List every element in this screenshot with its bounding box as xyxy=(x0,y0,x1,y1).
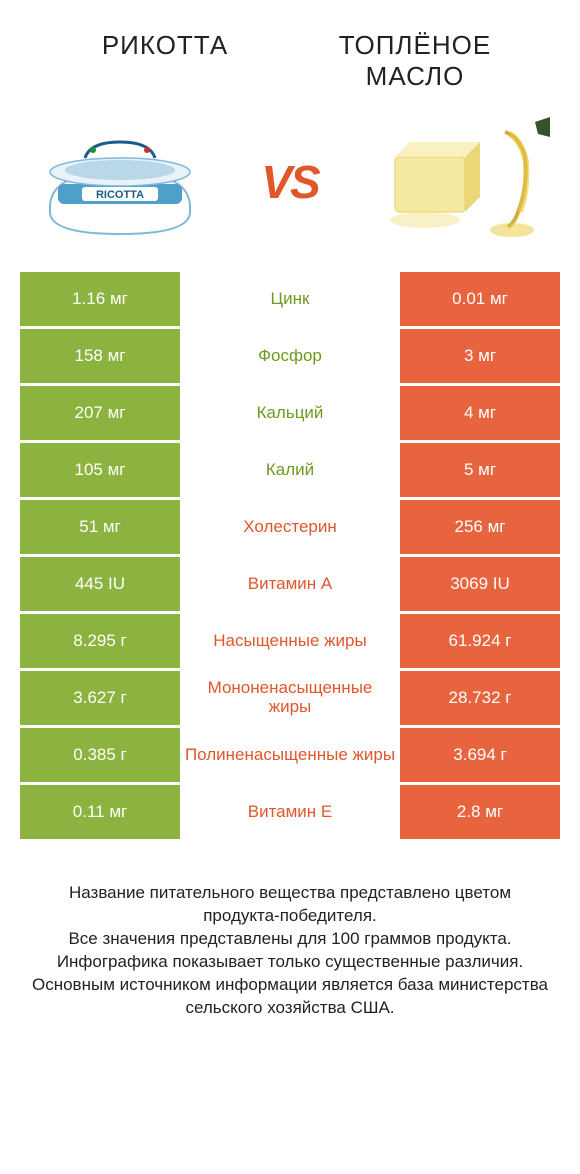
value-right: 3069 IU xyxy=(400,557,560,611)
nutrient-label: Мононенасыщенные жиры xyxy=(180,671,400,725)
value-right: 3.694 г xyxy=(400,728,560,782)
value-right: 3 мг xyxy=(400,329,560,383)
nutrient-label: Цинк xyxy=(180,272,400,326)
footer-line: Основным источником информации является … xyxy=(30,974,550,1020)
ghee-image xyxy=(370,112,550,252)
nutrient-label: Фосфор xyxy=(180,329,400,383)
value-left: 0.385 г xyxy=(20,728,180,782)
comparison-table: 1.16 мгЦинк0.01 мг158 мгФосфор3 мг207 мг… xyxy=(0,272,580,839)
table-row: 445 IUВитамин A3069 IU xyxy=(20,557,560,611)
value-left: 8.295 г xyxy=(20,614,180,668)
ricotta-image: RICOTTA xyxy=(30,112,210,252)
value-right: 61.924 г xyxy=(400,614,560,668)
nutrient-label: Витамин A xyxy=(180,557,400,611)
ghee-icon xyxy=(370,112,550,252)
product-images-row: RICOTTA VS xyxy=(0,102,580,272)
table-row: 105 мгКалий5 мг xyxy=(20,443,560,497)
value-left: 51 мг xyxy=(20,500,180,554)
value-right: 2.8 мг xyxy=(400,785,560,839)
ricotta-icon: RICOTTA xyxy=(30,112,210,252)
value-right: 256 мг xyxy=(400,500,560,554)
value-left: 0.11 мг xyxy=(20,785,180,839)
value-right: 28.732 г xyxy=(400,671,560,725)
value-left: 445 IU xyxy=(20,557,180,611)
table-row: 3.627 гМононенасыщенные жиры28.732 г xyxy=(20,671,560,725)
title-left: РИКОТТА xyxy=(40,30,290,61)
value-right: 0.01 мг xyxy=(400,272,560,326)
value-right: 5 мг xyxy=(400,443,560,497)
nutrient-label: Витамин E xyxy=(180,785,400,839)
footer-line: Инфографика показывает только существенн… xyxy=(30,951,550,974)
value-left: 105 мг xyxy=(20,443,180,497)
nutrient-label: Холестерин xyxy=(180,500,400,554)
vs-label: VS xyxy=(261,155,318,209)
value-left: 207 мг xyxy=(20,386,180,440)
table-row: 51 мгХолестерин256 мг xyxy=(20,500,560,554)
footer-line: Все значения представлены для 100 граммо… xyxy=(30,928,550,951)
nutrient-label: Полиненасыщенные жиры xyxy=(180,728,400,782)
footer-notes: Название питательного вещества представл… xyxy=(0,842,580,1020)
table-row: 0.11 мгВитамин E2.8 мг xyxy=(20,785,560,839)
header-row: РИКОТТА ТОПЛЁНОЕ МАСЛО xyxy=(0,0,580,102)
value-left: 1.16 мг xyxy=(20,272,180,326)
table-row: 1.16 мгЦинк0.01 мг xyxy=(20,272,560,326)
title-right: ТОПЛЁНОЕ МАСЛО xyxy=(290,30,540,92)
value-left: 3.627 г xyxy=(20,671,180,725)
nutrient-label: Кальций xyxy=(180,386,400,440)
table-row: 0.385 гПолиненасыщенные жиры3.694 г xyxy=(20,728,560,782)
svg-text:RICOTTA: RICOTTA xyxy=(96,189,144,201)
table-row: 207 мгКальций4 мг xyxy=(20,386,560,440)
table-row: 8.295 гНасыщенные жиры61.924 г xyxy=(20,614,560,668)
value-left: 158 мг xyxy=(20,329,180,383)
nutrient-label: Калий xyxy=(180,443,400,497)
value-right: 4 мг xyxy=(400,386,560,440)
nutrient-label: Насыщенные жиры xyxy=(180,614,400,668)
footer-line: Название питательного вещества представл… xyxy=(30,882,550,928)
table-row: 158 мгФосфор3 мг xyxy=(20,329,560,383)
